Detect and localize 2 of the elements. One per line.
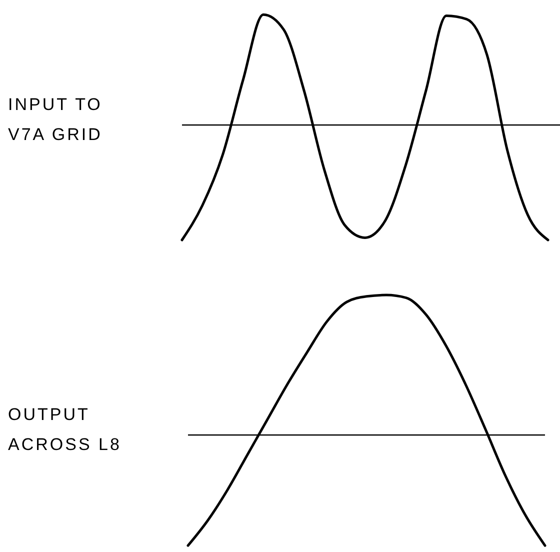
y-axis-title: INPUT TO V7A GRID [8,95,102,144]
y-axis-title: OUTPUT ACROSS L8 [8,405,122,454]
